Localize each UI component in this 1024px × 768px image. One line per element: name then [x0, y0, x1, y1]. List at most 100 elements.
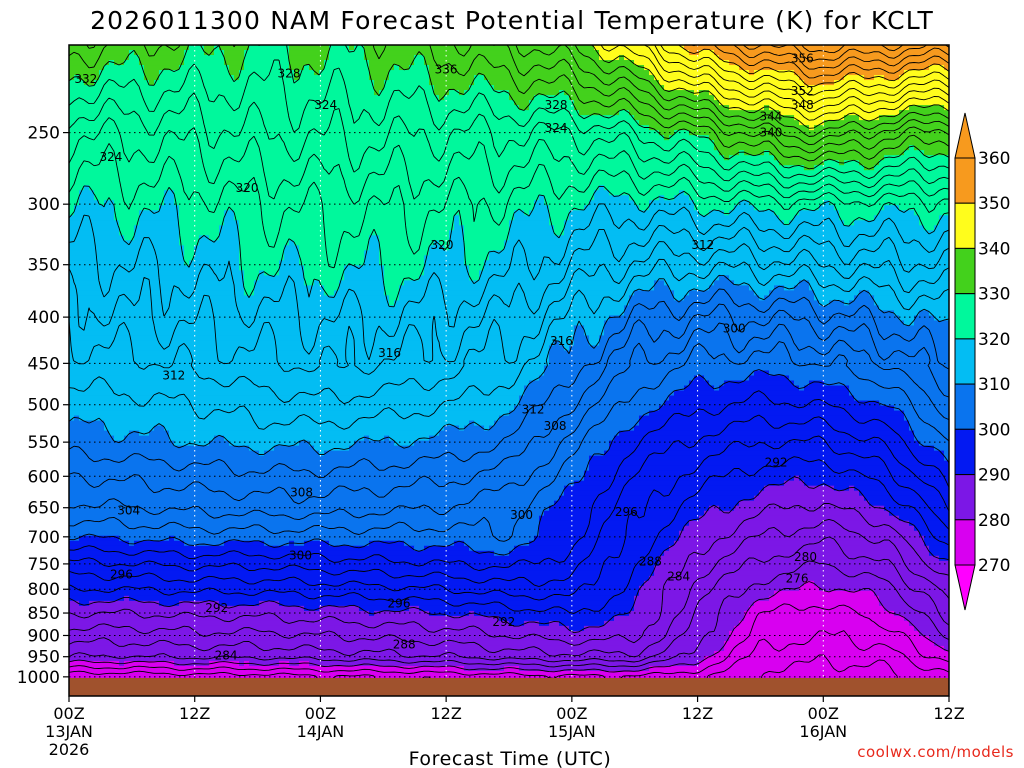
contour-label: 352: [791, 84, 814, 98]
plot-frame: [68, 44, 950, 697]
x-tick-date: 13JAN: [45, 722, 93, 741]
colorbar-bin: [954, 157, 976, 204]
contour-label: 312: [162, 368, 185, 382]
y-tick-label: 850: [28, 604, 60, 624]
x-tick-label: 12Z: [682, 704, 713, 723]
colorbar-label: 290: [978, 466, 1010, 486]
contour-lines: [69, 45, 949, 696]
x-tick-label: 00Z: [305, 704, 336, 723]
contour-label: 300: [723, 322, 746, 336]
x-tick-label: 00Z: [808, 704, 839, 723]
contour-label: 284: [667, 569, 690, 583]
x-tick-label: 00Z: [556, 704, 587, 723]
y-tick-label: 350: [28, 256, 60, 276]
theta-fill: [69, 45, 949, 696]
y-tick-label: 250: [28, 124, 60, 144]
x-axis-label: Forecast Time (UTC): [409, 748, 612, 768]
y-tick-label: 550: [28, 433, 60, 453]
contour-label: 292: [765, 455, 788, 469]
colorbar-bin: [954, 338, 976, 385]
contour-label: 296: [110, 568, 133, 582]
contour-label: 296: [615, 505, 638, 519]
contour-label: 328: [278, 66, 301, 80]
x-tick-date: 14JAN: [297, 722, 345, 741]
colorbar-bin: [954, 383, 976, 430]
contour-label: 324: [545, 121, 568, 135]
colorbar: 360 350 340 330 320 310 300 290 280 270: [954, 112, 1010, 611]
contour-label: 276: [786, 571, 809, 585]
credit-link[interactable]: coolwx.com/models: [857, 743, 1014, 761]
colorbar-bin: [954, 202, 976, 249]
colorbar-label: 330: [978, 285, 1010, 305]
y-tick-label: 600: [28, 467, 60, 487]
x-tick-label: 00Z: [53, 704, 84, 723]
x-tick-label: 12Z: [933, 704, 964, 723]
contour-label: 336: [435, 63, 458, 77]
contour-label: 316: [378, 346, 401, 360]
contour-label: 320: [236, 181, 259, 195]
colorbar-label: 340: [978, 239, 1010, 259]
contour-label: 300: [510, 508, 533, 522]
colorbar-label: 320: [978, 330, 1010, 350]
contour-label: 292: [205, 601, 228, 615]
colorbar-label: 270: [978, 556, 1010, 576]
contour-label: 308: [290, 485, 313, 499]
contour-label: 316: [550, 334, 573, 348]
contour-label: 300: [289, 548, 312, 562]
y-tick-label: 450: [28, 354, 60, 374]
contour-label: 348: [791, 98, 814, 112]
contour-label: 328: [545, 98, 568, 112]
contour-label: 304: [117, 504, 140, 518]
ground: [69, 678, 949, 696]
contour-label: 324: [314, 98, 337, 112]
colorbar-label: 310: [978, 375, 1010, 395]
theta-contours: [69, 45, 949, 696]
chart-title: 2026011300 NAM Forecast Potential Temper…: [90, 6, 934, 35]
colorbar-bin: [954, 428, 976, 475]
colorbar-label: 300: [978, 420, 1010, 440]
y-tick-label: 400: [28, 308, 60, 328]
contour-label: 312: [691, 238, 714, 252]
y-tick-label: 900: [28, 627, 60, 647]
x-tick-label: 12Z: [179, 704, 210, 723]
contour-label: 344: [759, 110, 782, 124]
colorbar-bin: [954, 247, 976, 295]
y-tick-label: 500: [28, 396, 60, 416]
x-tick-date: 16JAN: [799, 722, 847, 741]
colorbar-over-arrow: [954, 112, 976, 159]
colorbar-bin: [954, 474, 976, 521]
y-tick-label: 300: [28, 195, 60, 215]
y-tick-label: 650: [28, 499, 60, 519]
contour-label: 356: [791, 52, 814, 66]
x-tick-year: 2026: [49, 740, 90, 759]
contour-label: 320: [431, 238, 454, 252]
contour-label: 288: [393, 638, 416, 652]
x-tick-date: 15JAN: [548, 722, 596, 741]
y-tick-label: 1000: [17, 668, 60, 688]
contour-label: 312: [522, 402, 545, 416]
contour-label: 324: [99, 150, 122, 164]
contour-label: 284: [215, 649, 238, 663]
colorbar-bin: [954, 519, 976, 566]
contour-label: 288: [639, 554, 662, 568]
y-tick-label: 750: [28, 555, 60, 575]
colorbar-label: 280: [978, 511, 1010, 531]
colorbar-under-arrow: [954, 564, 976, 611]
colorbar-bin: [954, 293, 976, 340]
colorbar-label: 350: [978, 194, 1010, 214]
ground-fill: [69, 678, 949, 696]
contour-label: 340: [759, 126, 782, 140]
contour-label: 308: [544, 419, 567, 433]
y-axis: 250 300 350 400 450 500 550 600 650 700 750 800 850 9…: [17, 124, 69, 688]
contour-label: 280: [794, 550, 817, 564]
y-tick-label: 950: [28, 648, 60, 668]
y-tick-label: 800: [28, 580, 60, 600]
contour-label: 292: [492, 615, 515, 629]
contour-label: 332: [74, 72, 97, 86]
colorbar-label: 360: [978, 149, 1010, 169]
contour-label: 296: [388, 597, 411, 611]
grid: [69, 45, 949, 696]
